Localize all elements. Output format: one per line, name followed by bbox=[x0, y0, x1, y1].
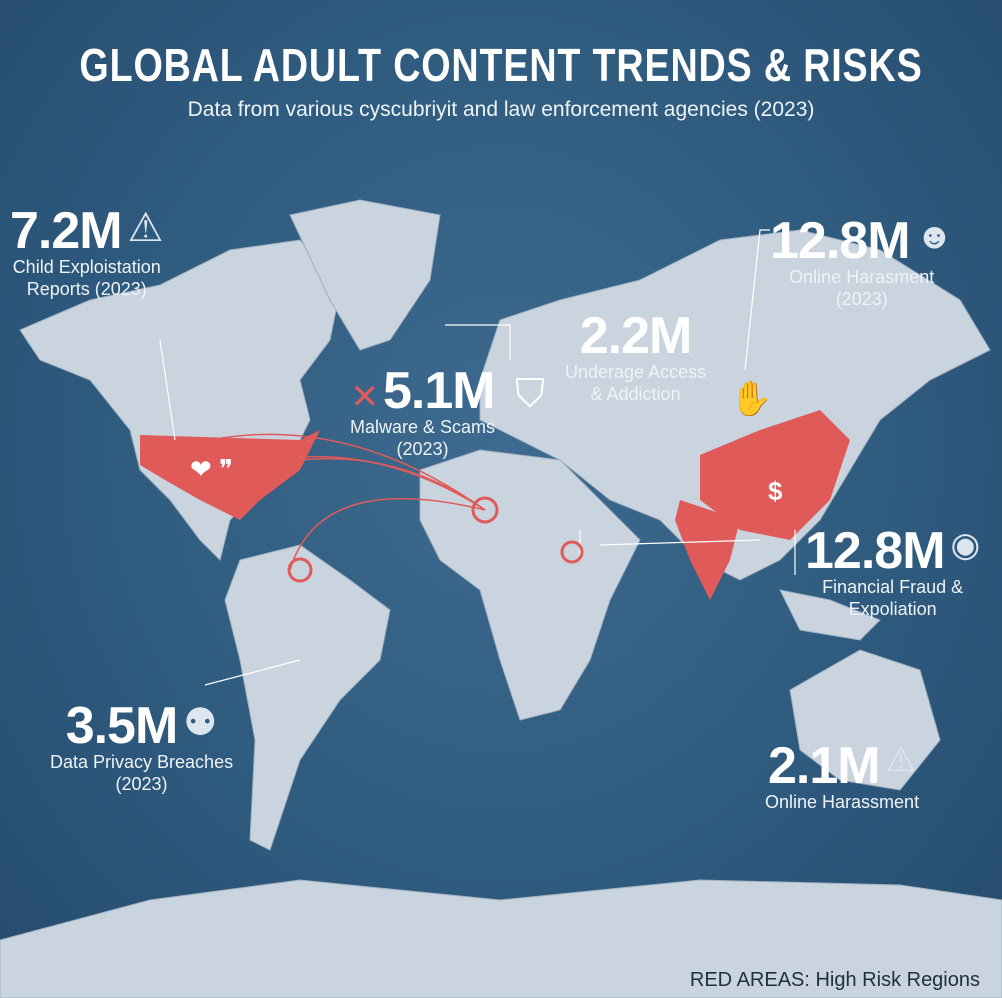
face-icon: ☻ bbox=[915, 215, 954, 256]
hand-icon: ✋ bbox=[730, 379, 772, 418]
high-risk-usa bbox=[140, 430, 320, 520]
southeast-asia bbox=[779, 589, 881, 641]
south-america bbox=[224, 544, 391, 851]
stat-online-harassment: 12.8M ☻ Online Harasment (2023) bbox=[770, 212, 954, 309]
stat-malware: ✕5.1M Malware & Scams (2023) bbox=[350, 362, 496, 459]
alarm-icon: ⚠ bbox=[885, 741, 917, 779]
australia bbox=[789, 649, 941, 791]
shield-icon: ⛉ bbox=[515, 372, 545, 416]
stat-underage: 2.2M Underage Access & Addiction bbox=[565, 307, 707, 404]
robot-icon: ⚉ bbox=[183, 702, 218, 744]
eye-icon: ◉ bbox=[950, 526, 981, 564]
dollar-icon: $ bbox=[768, 476, 783, 506]
antarctica bbox=[0, 879, 1002, 998]
x-icon: ✕ bbox=[350, 378, 379, 416]
greenland bbox=[289, 199, 441, 351]
high-risk-india bbox=[675, 500, 740, 600]
high-risk-china bbox=[700, 410, 850, 540]
page-subtitle: Data from various cyscubriyit and law en… bbox=[187, 98, 815, 121]
stat-data-privacy: 3.5M ⚉ Data Privacy Breaches (2023) bbox=[50, 697, 234, 794]
stat-online-harassment-2: 2.1M ⚠ Online Harassment bbox=[765, 737, 920, 812]
risk-marker bbox=[471, 496, 499, 524]
stat-child-exploitation: 7.2M ⚠ Child Exploistation Reports (2023) bbox=[10, 202, 164, 299]
connection-lines bbox=[169, 433, 486, 571]
risk-marker bbox=[560, 540, 584, 564]
broken-heart-icon: ❤ ❞ bbox=[190, 454, 233, 484]
risk-marker bbox=[287, 557, 313, 583]
warning-icon: ⚠ bbox=[127, 206, 164, 250]
europe-asia bbox=[479, 229, 991, 581]
page-title: GLOBAL ADULT CONTENT TRENDS & RISKS bbox=[79, 39, 923, 91]
stat-financial-fraud: 12.8M ◉ Financial Fraud & Expoliation bbox=[805, 522, 981, 619]
pointer-lines bbox=[159, 229, 796, 686]
map-legend: RED AREAS: High Risk Regions bbox=[689, 969, 980, 991]
